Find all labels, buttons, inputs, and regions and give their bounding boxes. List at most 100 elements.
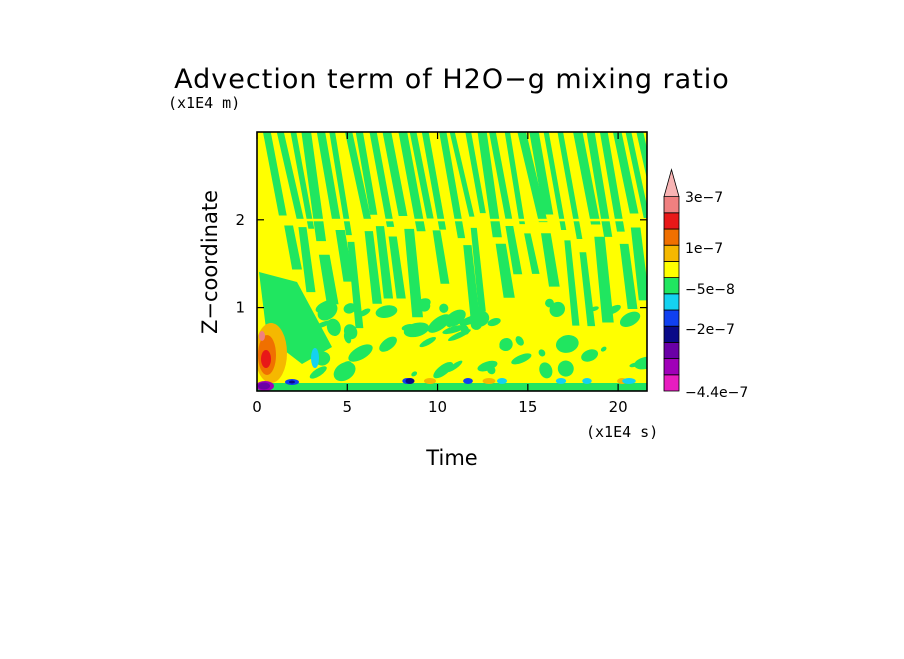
green-streak [409,132,434,219]
green-streak [329,132,352,236]
green-streak [449,132,475,217]
cyan-patch [311,348,319,368]
green-blob [600,346,607,352]
green-streak-mid [505,226,523,275]
colorbar-extend-arrow [663,168,680,198]
green-streak [625,132,647,219]
warm-region-peak [259,331,265,341]
green-blob [634,356,647,370]
green-streak [316,132,341,221]
green-blob [411,371,418,377]
x-tick-label: 20 [609,398,628,416]
x-tick-label: 5 [343,398,353,416]
y-unit-label: (x1E4 m) [168,94,240,112]
green-streak-mid [594,236,614,323]
green-streak [599,132,625,232]
surface-spot [482,378,496,384]
green-blob [499,342,508,350]
green-blob [459,314,482,326]
green-streak-mid [432,230,450,284]
green-streak-mid [579,252,596,327]
x-unit-label: (x1E4 s) [586,423,658,441]
green-blob [317,301,338,321]
green-blob [555,335,579,353]
green-blob [539,362,553,379]
colorbar-segment [663,277,680,295]
green-streak-mid [364,231,382,304]
colorbar-segment [663,293,680,311]
surface-spot [463,378,473,384]
negative-spot-core [289,380,295,384]
green-blob [358,308,371,317]
green-streak-mid [388,236,406,299]
colorbar-label: 1e−7 [685,241,723,257]
green-streak-mid [463,245,481,325]
green-streak [543,132,567,231]
surface-spot [496,378,508,384]
green-streak-mid [335,229,354,282]
green-blob [379,336,397,352]
green-streak-mid [541,233,560,287]
green-blob [477,360,498,372]
green-streak [529,132,554,215]
green-streak [586,132,613,237]
plot-frame [256,131,648,392]
green-blob [545,298,554,308]
colorbar-segment [663,341,680,359]
green-blob [343,331,352,344]
green-blob [487,318,501,327]
green-streak-mid [524,233,540,274]
colorbar-label: −5e−8 [685,282,735,298]
surface-spot [622,378,636,384]
green-streak [636,132,647,180]
green-streak-mid [318,254,339,305]
y-tick-label: 2 [235,211,245,229]
green-streak-mid [347,241,364,329]
green-streak [290,132,315,229]
green-streak [517,132,548,223]
green-blob [333,361,356,382]
colorbar-label: −2e−7 [685,322,735,338]
green-streak-mid [375,226,394,299]
y-axis-label: Z−coordinate [198,190,222,334]
green-blob [343,303,357,314]
green-streak-mid [564,240,580,326]
green-streak-mid [298,227,316,293]
colorbar-label: −4.4e−7 [685,385,748,401]
green-streak [439,132,466,239]
colorbar-label: 3e−7 [685,190,723,206]
heatmap-field [257,132,647,391]
green-streak [382,132,408,216]
x-tick-label: 15 [518,398,537,416]
green-streak [276,132,305,221]
green-blob [442,325,465,335]
x-tick-label: 0 [252,398,262,416]
green-blob [515,336,524,346]
green-blob [590,306,599,312]
negative-spot-core [258,382,270,390]
green-blob [549,301,566,318]
colorbar-segment [663,196,680,214]
green-blob [460,324,470,335]
green-streak [489,132,513,219]
surface-spot [423,378,437,384]
green-streak [369,132,395,227]
green-streak [355,132,378,215]
surface-band [257,383,647,391]
green-blob [427,314,451,333]
green-blob [403,322,430,338]
green-streak-mid [495,243,515,298]
colorbar-segment [663,244,680,262]
colorbar-segment [663,325,680,343]
green-blob [433,361,454,379]
green-streak [612,132,639,214]
green-streak-mid [284,225,302,270]
green-blob [538,349,546,357]
colorbar-segment [663,309,680,327]
green-blob [309,366,327,379]
surface-spot [582,378,592,384]
y-tick-label: 1 [235,299,245,317]
green-streak [301,132,327,242]
x-tick-label: 10 [428,398,447,416]
